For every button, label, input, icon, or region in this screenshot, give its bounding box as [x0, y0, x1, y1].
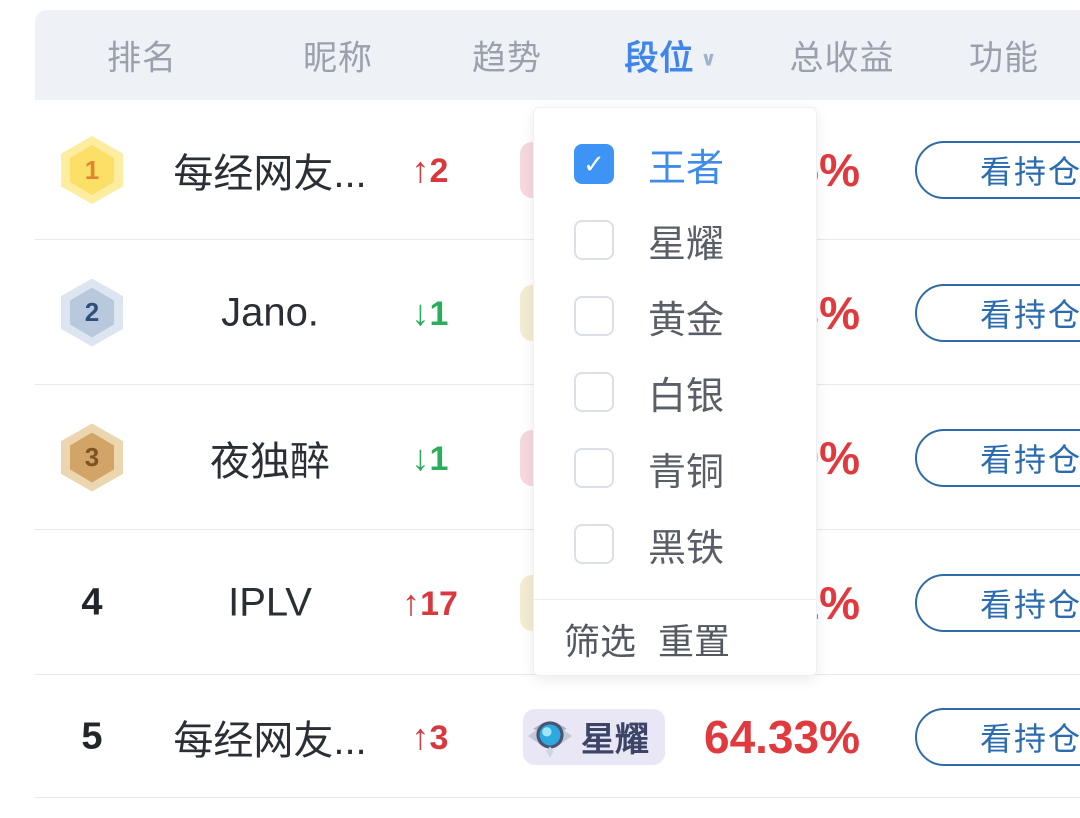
rank-badge-gold: 1: [61, 136, 123, 204]
view-holdings-button[interactable]: 看持仓: [915, 573, 1080, 632]
trend-value: 17: [420, 584, 458, 623]
trend-up-icon: ↑: [411, 149, 430, 190]
table-row: 5 每经网友... ↑3 星耀: [0, 675, 1080, 798]
trend-value: 1: [429, 294, 449, 333]
rank-badge-silver: 2: [61, 278, 123, 347]
filter-option-label: 黄金: [648, 299, 725, 342]
nickname: 每经网友...: [173, 718, 367, 763]
filter-reset-button[interactable]: 重置: [658, 621, 731, 662]
trend-down-icon: ↓: [411, 291, 430, 333]
column-header-trend: 趋势: [472, 39, 542, 78]
trend-value: 3: [429, 718, 449, 757]
total-returns: 64.33%: [703, 710, 860, 763]
dropdown-divider: [534, 599, 816, 600]
trend-up-icon: ↑: [402, 581, 421, 623]
filter-option-silver[interactable]: 白银: [534, 354, 816, 430]
view-holdings-button[interactable]: 看持仓: [915, 283, 1080, 342]
filter-option-gold[interactable]: 黄金: [534, 278, 816, 354]
trend: ↑2: [412, 149, 449, 191]
checkbox-unchecked-icon[interactable]: [574, 296, 614, 336]
filter-option-label: 青铜: [648, 451, 725, 494]
filter-option-starglory[interactable]: 星耀: [534, 202, 816, 278]
nickname: IPLV: [228, 580, 312, 624]
tier-emblem-icon: [527, 714, 573, 760]
rank-number: 1: [70, 145, 114, 195]
view-holdings-button[interactable]: 看持仓: [915, 707, 1080, 766]
trend-value: 1: [429, 439, 449, 478]
chevron-down-icon: ∨: [700, 48, 718, 71]
trend: ↓1: [412, 292, 449, 334]
nickname: Jano.: [221, 290, 319, 334]
tier-badge-starglory: 星耀: [523, 708, 665, 765]
checkbox-unchecked-icon[interactable]: [574, 524, 614, 564]
nickname: 每经网友...: [173, 152, 367, 196]
tier-filter-dropdown: ✓ 王者 星耀 黄金 白银 青铜 黑铁 筛选 重置: [533, 107, 817, 676]
checkbox-unchecked-icon[interactable]: [574, 448, 614, 488]
column-header-tier[interactable]: 段位 ∨: [624, 39, 718, 78]
rank-number: 5: [81, 715, 103, 757]
rank-number: 2: [70, 287, 114, 338]
filter-option-bronze[interactable]: 青铜: [534, 430, 816, 506]
nickname: 夜独醉: [210, 439, 330, 484]
filter-confirm-button[interactable]: 筛选: [564, 621, 637, 662]
rank-number: 4: [81, 581, 103, 623]
filter-option-label: 星耀: [648, 223, 725, 266]
view-holdings-button[interactable]: 看持仓: [915, 141, 1080, 199]
column-header-returns: 总收益: [789, 39, 895, 78]
filter-option-label: 白银: [648, 375, 725, 418]
rank-number: 3: [70, 432, 114, 483]
view-holdings-button[interactable]: 看持仓: [915, 428, 1080, 487]
checkbox-unchecked-icon[interactable]: [574, 220, 614, 260]
trend-down-icon: ↓: [411, 436, 430, 478]
filter-option-label: 王者: [648, 147, 725, 190]
trend: ↑17: [402, 582, 458, 624]
table-body: 1 每经网友... ↑2 5% 看持仓 2 Jano. ↓1 3% 看持仓 3 …: [0, 100, 1080, 798]
trend-value: 2: [429, 152, 449, 190]
column-header-rank: 排名: [107, 39, 177, 78]
tier-label: 星耀: [581, 721, 649, 759]
dropdown-footer: 筛选 重置: [564, 613, 730, 665]
checkbox-unchecked-icon[interactable]: [574, 372, 614, 412]
filter-option-king[interactable]: ✓ 王者: [534, 126, 816, 202]
filter-option-blackiron[interactable]: 黑铁: [534, 506, 816, 582]
column-header-actions: 功能: [969, 39, 1039, 78]
table-header: 排名 昵称 趋势 段位 ∨ 总收益 功能: [35, 10, 1080, 100]
checkbox-checked-icon[interactable]: ✓: [574, 144, 614, 184]
column-header-nickname: 昵称: [303, 39, 373, 78]
trend: ↓1: [412, 437, 449, 479]
trend-up-icon: ↑: [411, 715, 430, 757]
filter-option-label: 黑铁: [648, 527, 725, 570]
trend: ↑3: [412, 716, 449, 758]
rank-badge-bronze: 3: [61, 423, 123, 492]
